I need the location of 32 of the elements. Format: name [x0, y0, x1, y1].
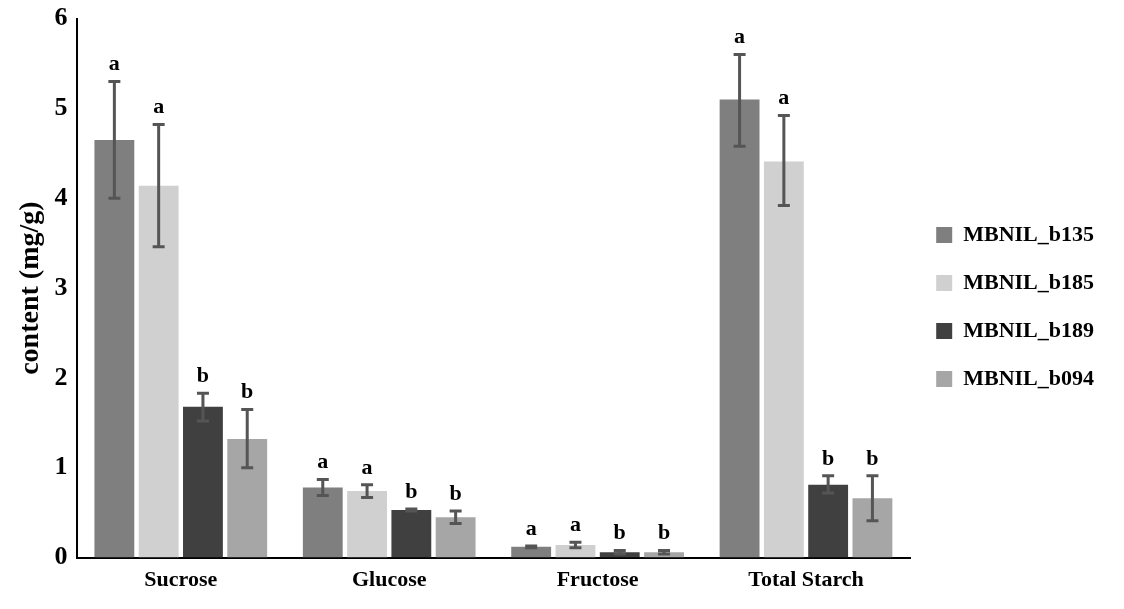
x-tick-label: Sucrose: [144, 566, 218, 592]
data-label: a: [734, 23, 746, 49]
x-tick-label: Fructose: [556, 566, 639, 592]
data-label: b: [405, 477, 418, 503]
x-tick-label: Total Starch: [748, 566, 864, 592]
data-label: b: [196, 361, 210, 387]
y-tick-label: 3: [54, 271, 68, 301]
data-label: a: [569, 511, 581, 537]
data-label: a: [317, 448, 329, 474]
y-tick-label: 2: [54, 361, 68, 391]
x-tick-label: Glucose: [351, 566, 427, 592]
data-label: b: [657, 519, 671, 545]
y-tick-label: 0: [54, 541, 68, 571]
data-label: a: [108, 50, 120, 76]
data-label: b: [822, 444, 835, 470]
y-axis-title: content (mg/g): [13, 201, 45, 375]
y-tick-label: 6: [54, 2, 68, 32]
data-label: a: [778, 84, 790, 110]
data-label: b: [866, 444, 879, 470]
legend-label: MBNIL_b135: [963, 220, 1094, 246]
y-tick-label: 5: [54, 92, 68, 122]
y-tick-label: 4: [54, 181, 68, 211]
data-label: a: [153, 93, 165, 119]
y-tick-label: 1: [54, 451, 68, 481]
data-label: b: [241, 378, 254, 404]
data-label: b: [449, 479, 462, 505]
data-label: b: [613, 519, 626, 545]
legend-label: MBNIL_b185: [963, 268, 1094, 294]
data-label: a: [361, 453, 373, 479]
legend-label: MBNIL_b189: [963, 316, 1094, 342]
legend-label: MBNIL_b094: [963, 364, 1094, 390]
data-label: a: [525, 514, 537, 540]
